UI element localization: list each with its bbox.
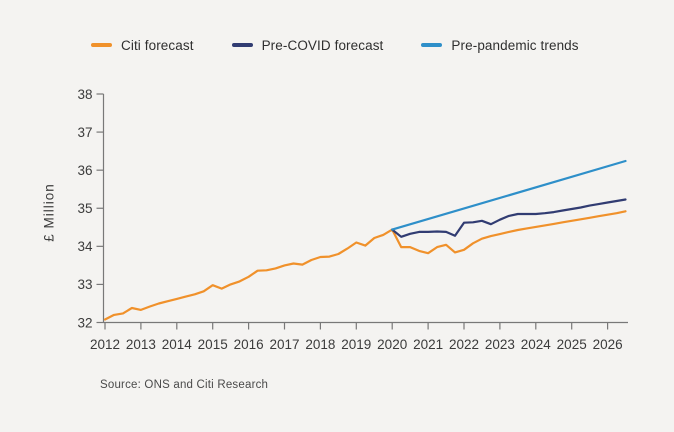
- x-tick-label: 2022: [449, 337, 479, 352]
- x-tick-label: 2024: [521, 337, 552, 352]
- x-tick-label: 2014: [162, 337, 193, 352]
- x-tick-label: 2018: [305, 337, 335, 352]
- x-tick-label: 2015: [198, 337, 228, 352]
- legend-swatch-pre-pandemic-trends: [421, 43, 443, 47]
- legend-item-citi-forecast: Citi forecast: [91, 38, 194, 53]
- series-line-pre-pandemic-trends: [391, 159, 627, 231]
- x-tick-label: 2013: [126, 337, 156, 352]
- legend: Citi forecast Pre-COVID forecast Pre-pan…: [91, 36, 579, 54]
- legend-swatch-pre-covid-forecast: [231, 43, 253, 47]
- x-tick-label: 2021: [413, 337, 443, 352]
- legend-label-pre-covid-forecast: Pre-COVID forecast: [261, 37, 384, 53]
- x-tick-label: 2019: [341, 337, 371, 352]
- x-tick-label: 2026: [593, 337, 623, 352]
- y-tick-label: 36: [77, 163, 92, 178]
- y-tick-label: 34: [77, 239, 93, 254]
- legend-label-citi-forecast: Citi forecast: [121, 37, 194, 53]
- legend-swatch-citi-forecast: [91, 43, 112, 47]
- legend-item-pre-pandemic-trends: Pre-pandemic trends: [421, 37, 579, 53]
- series-line-pre-covid-forecast: [391, 198, 627, 238]
- y-tick-label: 38: [77, 87, 92, 102]
- legend-label-pre-pandemic-trends: Pre-pandemic trends: [451, 37, 579, 53]
- x-tick-label: 2016: [234, 337, 264, 352]
- x-tick-label: 2023: [485, 337, 515, 352]
- legend-item-pre-covid-forecast: Pre-COVID forecast: [231, 37, 384, 53]
- x-tick-label: 2017: [269, 337, 299, 352]
- x-tick-label: 2020: [377, 337, 407, 352]
- y-tick-label: 37: [77, 125, 92, 140]
- x-tick-label: 2025: [557, 337, 587, 352]
- y-tick-label: 35: [77, 201, 92, 216]
- source-note: Source: ONS and Citi Research: [100, 379, 269, 391]
- y-tick-label: 32: [77, 315, 92, 330]
- x-tick-label: 2012: [90, 337, 120, 352]
- y-tick-label: 33: [77, 277, 92, 292]
- series-line-citi-forecast: [103, 210, 627, 321]
